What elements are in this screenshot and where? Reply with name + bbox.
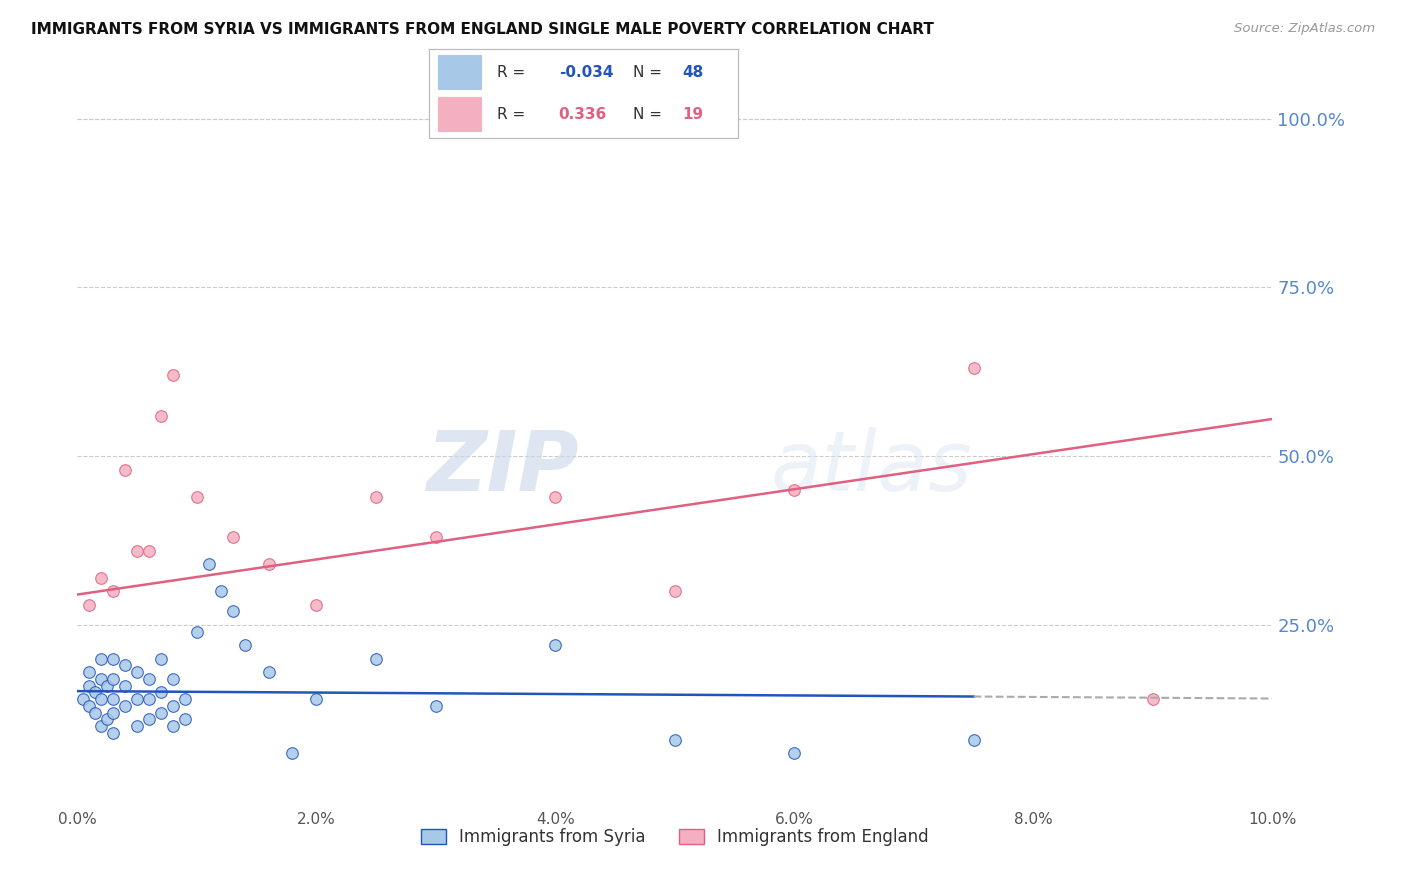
Point bbox=[425, 530, 447, 544]
Point bbox=[103, 584, 124, 599]
Point bbox=[366, 490, 388, 504]
Point bbox=[783, 746, 806, 760]
Point bbox=[103, 651, 124, 665]
Text: R =: R = bbox=[496, 107, 524, 121]
Point bbox=[664, 732, 686, 747]
Text: 19: 19 bbox=[682, 107, 703, 121]
Point bbox=[186, 490, 208, 504]
Point bbox=[79, 698, 101, 713]
Text: N =: N = bbox=[633, 65, 662, 79]
Text: 0.336: 0.336 bbox=[558, 107, 607, 121]
Point bbox=[90, 719, 112, 733]
Point bbox=[150, 651, 173, 665]
Point bbox=[257, 665, 280, 680]
Point bbox=[233, 638, 256, 652]
Point bbox=[90, 651, 112, 665]
Point bbox=[305, 692, 328, 706]
Point bbox=[114, 462, 136, 476]
Point bbox=[257, 557, 280, 571]
Point bbox=[222, 604, 245, 618]
Point bbox=[84, 685, 107, 699]
Point bbox=[103, 706, 124, 720]
Bar bbox=[439, 97, 481, 131]
Point bbox=[114, 658, 136, 673]
Point bbox=[138, 713, 160, 727]
Point bbox=[783, 483, 806, 497]
Point bbox=[174, 692, 197, 706]
Point bbox=[305, 598, 328, 612]
Text: N =: N = bbox=[633, 107, 662, 121]
Point bbox=[114, 679, 136, 693]
Point bbox=[79, 679, 101, 693]
Point bbox=[162, 672, 184, 686]
Point bbox=[138, 672, 160, 686]
Point bbox=[127, 543, 149, 558]
Point bbox=[138, 543, 160, 558]
Point bbox=[79, 598, 101, 612]
Point bbox=[127, 719, 149, 733]
Point bbox=[138, 692, 160, 706]
Point bbox=[281, 746, 304, 760]
Text: 48: 48 bbox=[682, 65, 704, 79]
Text: Source: ZipAtlas.com: Source: ZipAtlas.com bbox=[1234, 22, 1375, 36]
Point bbox=[96, 679, 118, 693]
Point bbox=[127, 665, 149, 680]
Legend: Immigrants from Syria, Immigrants from England: Immigrants from Syria, Immigrants from E… bbox=[415, 822, 935, 853]
Point bbox=[963, 361, 986, 376]
Point bbox=[222, 530, 245, 544]
Text: ZIP: ZIP bbox=[426, 427, 579, 508]
Point bbox=[209, 584, 232, 599]
Text: IMMIGRANTS FROM SYRIA VS IMMIGRANTS FROM ENGLAND SINGLE MALE POVERTY CORRELATION: IMMIGRANTS FROM SYRIA VS IMMIGRANTS FROM… bbox=[31, 22, 934, 37]
Point bbox=[90, 672, 112, 686]
Bar bbox=[439, 55, 481, 89]
Point bbox=[162, 698, 184, 713]
Point bbox=[664, 584, 686, 599]
Point bbox=[150, 685, 173, 699]
Point bbox=[150, 706, 173, 720]
Point bbox=[197, 557, 219, 571]
Point bbox=[96, 713, 118, 727]
Point bbox=[162, 368, 184, 383]
Point bbox=[162, 719, 184, 733]
Point bbox=[114, 698, 136, 713]
Point bbox=[84, 706, 107, 720]
Point bbox=[174, 713, 197, 727]
Text: atlas: atlas bbox=[770, 427, 972, 508]
Point bbox=[544, 490, 567, 504]
Point bbox=[90, 692, 112, 706]
Point bbox=[1142, 692, 1164, 706]
Point bbox=[103, 672, 124, 686]
Point bbox=[103, 726, 124, 740]
Point bbox=[90, 571, 112, 585]
Point bbox=[79, 665, 101, 680]
Point bbox=[150, 409, 173, 423]
Point bbox=[963, 732, 986, 747]
Point bbox=[544, 638, 567, 652]
Text: -0.034: -0.034 bbox=[558, 65, 613, 79]
Point bbox=[366, 651, 388, 665]
Text: R =: R = bbox=[496, 65, 524, 79]
Point bbox=[72, 692, 94, 706]
Point bbox=[127, 692, 149, 706]
Point bbox=[186, 624, 208, 639]
Point bbox=[425, 698, 447, 713]
Point bbox=[103, 692, 124, 706]
